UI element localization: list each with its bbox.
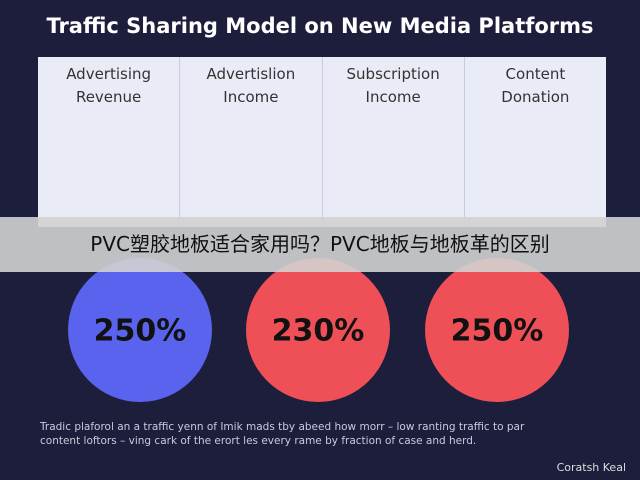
- banner: PVC塑胶地板适合家用吗？PVC地板与地板革的区别: [0, 217, 640, 272]
- stat-circle: [246, 258, 390, 402]
- title: Traffic Sharing Model on New Media Platf…: [46, 14, 594, 38]
- credit: Coratsh Keal: [556, 461, 626, 474]
- header-line: Advertislion: [206, 65, 296, 83]
- stat-label: 250%: [451, 314, 544, 349]
- stat-label: 230%: [272, 314, 365, 349]
- header-line: Donation: [501, 88, 570, 106]
- header-line: Income: [223, 88, 279, 106]
- stat-circle: [425, 258, 569, 402]
- stat-label: 250%: [94, 314, 187, 349]
- header-line: Content: [505, 65, 566, 83]
- header-line: Revenue: [75, 88, 142, 106]
- revenue-panel: Advertising Revenue Advertislion Income Subs…: [38, 57, 606, 227]
- column-header: Advertislion Income: [180, 57, 323, 227]
- header-line: Income: [365, 88, 421, 106]
- footer-line: Tradic plaforol an a traffic yenn of Imi…: [40, 421, 525, 433]
- stat-circle: [68, 258, 212, 402]
- footer: Tradic plaforol an a traffic yenn of Imi…: [40, 420, 605, 448]
- column-header: Advertising Revenue: [38, 57, 181, 227]
- header-line: Subscription: [346, 65, 440, 83]
- column-header: Content Donation: [465, 57, 606, 227]
- header-line: Advertising: [66, 65, 152, 83]
- column-header: Subscription Income: [323, 57, 465, 227]
- footer-line: content loftors – ving cark of the erort…: [40, 435, 477, 447]
